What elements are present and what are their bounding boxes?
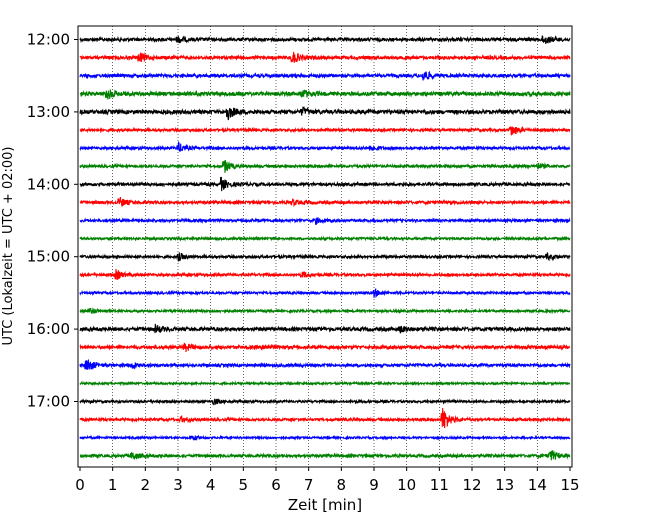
x-tick-label: 15 <box>560 476 579 494</box>
x-tick-label: 12 <box>462 476 481 494</box>
x-tick-label: 1 <box>108 476 118 494</box>
x-tick-label: 3 <box>173 476 183 494</box>
trace-1445 <box>79 235 571 242</box>
x-tick-label: 14 <box>528 476 547 494</box>
trace-1615 <box>79 342 571 352</box>
x-tick-label: 9 <box>369 476 379 494</box>
trace-1400 <box>79 176 571 192</box>
trace-1715 <box>79 408 571 429</box>
x-tick-label: 8 <box>337 476 347 494</box>
trace-1700 <box>79 398 571 406</box>
trace-1230 <box>79 70 571 81</box>
trace-1200 <box>79 35 571 44</box>
y-tick-label: 16:00 <box>27 320 70 338</box>
trace-group <box>79 35 571 461</box>
x-tick-label: 0 <box>75 476 85 494</box>
trace-1745 <box>79 450 571 461</box>
x-axis-ticks: 0 1 2 3 4 5 6 7 8 9 10 11 12 13 14 15 <box>75 467 580 494</box>
x-tick-label: 10 <box>397 476 416 494</box>
plot-frame <box>77 25 573 468</box>
x-tick-label: 4 <box>206 476 216 494</box>
trace-1315 <box>79 125 571 136</box>
y-tick-label: 12:00 <box>27 31 70 49</box>
x-tick-label: 6 <box>271 476 281 494</box>
trace-1215 <box>79 51 571 63</box>
y-axis-label: UTC (Lokalzeit = UTC + 02:00) <box>1 147 16 346</box>
trace-1515 <box>79 269 571 280</box>
x-tick-label: 5 <box>239 476 249 494</box>
trace-1630 <box>79 358 571 370</box>
trace-1500 <box>79 252 571 262</box>
trace-1330 <box>79 140 571 153</box>
x-tick-label: 13 <box>495 476 514 494</box>
x-tick-label: 11 <box>430 476 449 494</box>
x-tick-label: 2 <box>141 476 151 494</box>
trace-1730 <box>79 434 571 441</box>
y-tick-label: 13:00 <box>27 103 70 121</box>
y-tick-label: 17:00 <box>27 393 70 411</box>
y-axis-ticks: 12:00 13:00 14:00 15:00 16:00 17:00 <box>27 31 78 411</box>
trace-1645 <box>79 380 571 387</box>
x-axis-label: Zeit [min] <box>288 496 362 514</box>
trace-1300 <box>79 106 571 121</box>
x-tick-label: 7 <box>304 476 314 494</box>
trace-1545 <box>79 307 571 315</box>
trace-1430 <box>79 217 571 225</box>
trace-1415 <box>79 197 571 208</box>
trace-1600 <box>79 323 571 334</box>
trace-1345 <box>79 160 571 173</box>
trace-1530 <box>79 287 571 299</box>
y-tick-label: 14:00 <box>27 175 70 193</box>
trace-1245 <box>79 89 571 100</box>
y-tick-label: 15:00 <box>27 248 70 266</box>
